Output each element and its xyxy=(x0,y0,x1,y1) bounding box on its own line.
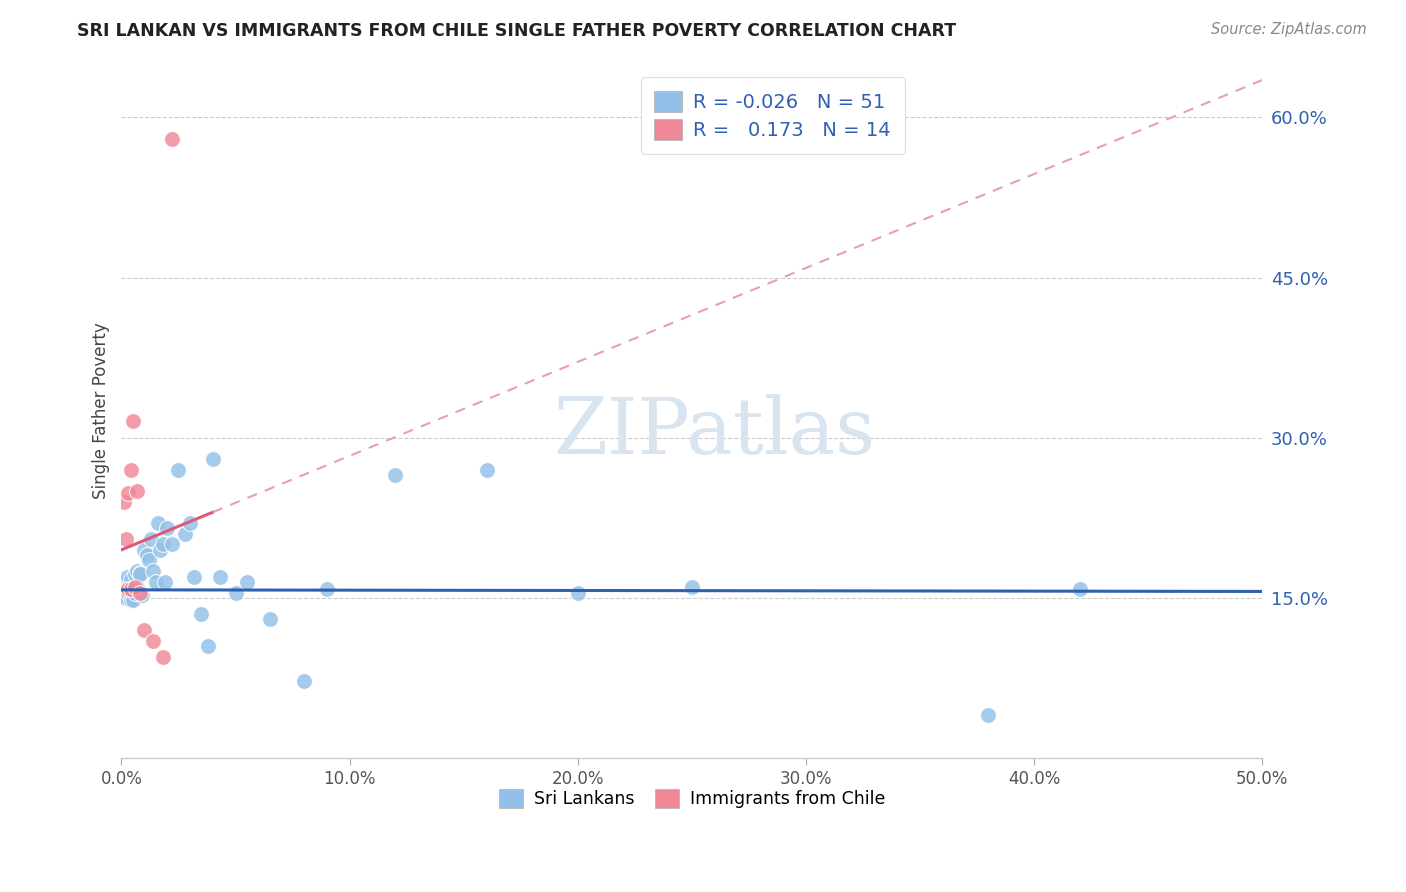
Point xyxy=(152,537,174,551)
Point xyxy=(120,593,142,607)
Point xyxy=(174,526,197,541)
Point xyxy=(208,569,231,583)
Point xyxy=(160,537,183,551)
Point xyxy=(115,591,138,605)
Point xyxy=(112,585,135,599)
Point xyxy=(115,532,138,546)
Point xyxy=(117,585,139,599)
Point xyxy=(120,463,142,477)
Point xyxy=(117,486,139,500)
Point xyxy=(149,542,172,557)
Text: Source: ZipAtlas.com: Source: ZipAtlas.com xyxy=(1211,22,1367,37)
Point xyxy=(236,574,259,589)
Point xyxy=(138,553,160,567)
Point xyxy=(127,484,149,499)
Point xyxy=(115,569,138,583)
Point xyxy=(135,548,157,562)
Point xyxy=(121,582,143,597)
Point xyxy=(977,708,1000,723)
Y-axis label: Single Father Poverty: Single Father Poverty xyxy=(93,323,110,500)
Point xyxy=(127,564,149,578)
Point xyxy=(146,516,169,530)
Point xyxy=(475,463,498,477)
Point xyxy=(384,468,406,483)
Point xyxy=(117,582,139,597)
Point xyxy=(681,580,703,594)
Point xyxy=(124,585,146,599)
Point xyxy=(127,580,149,594)
Point xyxy=(134,623,156,637)
Point xyxy=(201,452,224,467)
Point xyxy=(197,639,219,653)
Point xyxy=(120,582,142,597)
Point xyxy=(160,132,183,146)
Point xyxy=(121,414,143,428)
Point xyxy=(183,569,205,583)
Point xyxy=(112,495,135,509)
Text: SRI LANKAN VS IMMIGRANTS FROM CHILE SINGLE FATHER POVERTY CORRELATION CHART: SRI LANKAN VS IMMIGRANTS FROM CHILE SING… xyxy=(77,22,956,40)
Point xyxy=(120,582,142,597)
Point xyxy=(225,585,247,599)
Point xyxy=(128,566,150,581)
Point xyxy=(120,572,142,586)
Point xyxy=(156,521,179,535)
Point xyxy=(117,580,139,594)
Point xyxy=(145,574,167,589)
Point xyxy=(124,567,146,582)
Point xyxy=(128,567,150,582)
Legend: Sri Lankans, Immigrants from Chile: Sri Lankans, Immigrants from Chile xyxy=(492,782,891,815)
Point xyxy=(134,542,156,557)
Point xyxy=(315,582,337,597)
Point xyxy=(124,580,146,594)
Point xyxy=(292,674,315,689)
Point xyxy=(1069,582,1091,597)
Point xyxy=(190,607,212,621)
Point xyxy=(121,593,143,607)
Point xyxy=(142,633,165,648)
Text: ZIPatlas: ZIPatlas xyxy=(554,394,876,470)
Point xyxy=(152,649,174,664)
Point xyxy=(142,564,165,578)
Point xyxy=(117,569,139,583)
Point xyxy=(112,574,135,589)
Point xyxy=(131,588,153,602)
Point xyxy=(115,580,138,594)
Point xyxy=(567,585,589,599)
Point xyxy=(167,463,190,477)
Point xyxy=(128,585,150,599)
Point xyxy=(259,612,281,626)
Point xyxy=(179,516,201,530)
Point xyxy=(153,574,176,589)
Point xyxy=(139,532,162,546)
